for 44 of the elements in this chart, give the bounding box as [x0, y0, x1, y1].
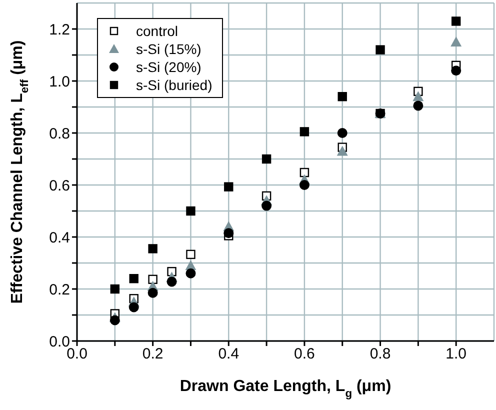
legend-label: s-Si (20%): [136, 58, 202, 76]
point: [148, 274, 158, 284]
y-tick-label: 0.2: [49, 281, 70, 298]
point: [186, 206, 196, 216]
point: [413, 100, 424, 111]
point: [338, 92, 347, 102]
point: [110, 315, 120, 326]
x-axis-title: Drawn Gate Length, L$_{g}$ (μm): [180, 378, 392, 400]
y-tick-label: 0.6: [49, 177, 70, 194]
y-tick-label: 0.8: [49, 125, 70, 142]
point: [300, 168, 310, 178]
point: [262, 200, 272, 211]
point: [166, 276, 177, 287]
x-tick-label: 0.4: [218, 346, 240, 363]
x-tick-label: 0.2: [142, 346, 164, 363]
y-tick-label: 0.4: [49, 229, 70, 246]
point: [110, 284, 120, 294]
x-tick-label: 0.8: [370, 346, 391, 363]
point: [148, 288, 158, 298]
point: [450, 36, 462, 46]
x-tick-label: 1.0: [446, 346, 467, 363]
point: [128, 302, 139, 312]
point: [186, 268, 196, 278]
point: [148, 244, 158, 254]
x-tick-label: 0.0: [66, 346, 88, 363]
point: [129, 274, 138, 284]
point: [186, 250, 196, 260]
y-tick-label: 1.0: [49, 73, 70, 90]
point: [451, 66, 462, 76]
point: [412, 91, 424, 102]
point: [376, 45, 385, 54]
legend-label: control: [136, 22, 178, 40]
y-tick-label: 1.2: [49, 21, 70, 38]
legend-label: s-Si (15%): [136, 40, 202, 58]
point: [336, 146, 348, 156]
point: [451, 16, 461, 26]
point: [300, 127, 310, 136]
x-tick-label: 0.6: [294, 346, 315, 363]
point: [262, 154, 272, 164]
point: [224, 182, 234, 192]
point: [224, 228, 234, 238]
point: [299, 180, 310, 190]
legend-label: s-Si (buried): [136, 76, 212, 94]
point: [337, 128, 348, 138]
